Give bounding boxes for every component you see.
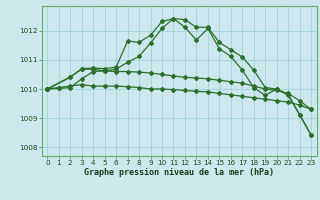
X-axis label: Graphe pression niveau de la mer (hPa): Graphe pression niveau de la mer (hPa) <box>84 168 274 177</box>
